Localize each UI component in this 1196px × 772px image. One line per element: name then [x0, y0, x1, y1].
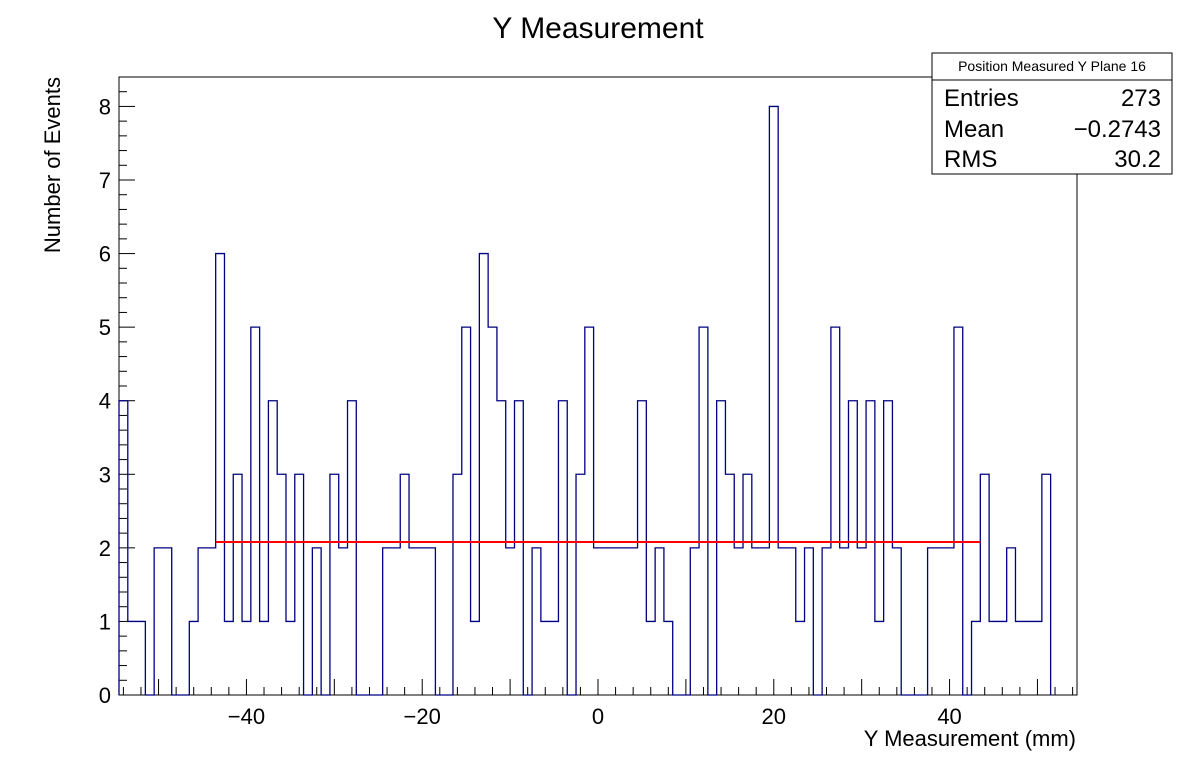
stats-rms-label: RMS — [944, 146, 997, 173]
y-tick-label: 1 — [99, 609, 111, 634]
stats-mean-label: Mean — [944, 116, 1004, 143]
y-tick-label: 4 — [99, 389, 111, 414]
y-tick-label: 2 — [99, 536, 111, 561]
y-tick-label: 5 — [99, 315, 111, 340]
x-tick-label: −40 — [228, 704, 265, 729]
x-axis-label: Y Measurement (mm) — [864, 726, 1076, 751]
x-tick-label: −20 — [404, 704, 441, 729]
y-tick-label: 0 — [99, 683, 111, 708]
y-tick-label: 7 — [99, 168, 111, 193]
y-axis-label: Number of Events — [40, 77, 65, 253]
x-tick-label: 0 — [592, 704, 604, 729]
stats-entries-value: 273 — [1121, 85, 1161, 112]
histogram-series — [118, 105, 1052, 696]
x-axis-ticks: −40 −20 0 20 40 — [122, 679, 1074, 729]
chart-title: Y Measurement — [492, 12, 704, 45]
y-tick-label: 3 — [99, 462, 111, 487]
stats-box: Position Measured Y Plane 16 Entries 273… — [931, 52, 1173, 175]
x-tick-label: 40 — [937, 704, 961, 729]
y-tick-label: 6 — [99, 242, 111, 267]
stats-rms-value: 30.2 — [1114, 146, 1161, 173]
stats-box-title: Position Measured Y Plane 16 — [958, 58, 1146, 74]
stats-mean-value: −0.2743 — [1074, 116, 1161, 143]
x-tick-label: 20 — [762, 704, 786, 729]
y-axis-ticks: 0 1 2 3 4 5 6 7 8 — [99, 91, 135, 708]
stats-entries-label: Entries — [944, 85, 1019, 112]
y-tick-label: 8 — [99, 94, 111, 119]
